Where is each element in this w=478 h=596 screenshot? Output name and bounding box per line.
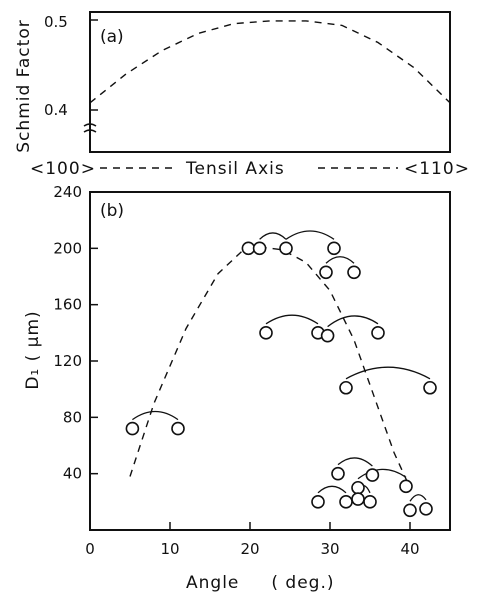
panel-b-xtick-20: 20 — [240, 540, 259, 558]
panel-b-ylabel: D₁ ( μm) — [23, 310, 43, 389]
data-point-21 — [363, 495, 377, 509]
pair-connector-9 — [317, 485, 347, 494]
data-point-16 — [351, 480, 365, 495]
pair-connector-11 — [409, 494, 427, 502]
data-point-11 — [371, 326, 385, 340]
tensil-axis-end-label: <110> — [404, 159, 470, 179]
panel-b-ticks: 0 10 20 30 40 40 80 120 160 200 240 — [53, 183, 419, 558]
schmid-factor-curve — [89, 20, 451, 104]
tensil-axis-start-label: <100> — [30, 159, 96, 179]
panel-b-ytick-40: 40 — [63, 465, 82, 483]
data-point-7 — [347, 265, 361, 280]
data-point-15 — [365, 468, 380, 482]
data-point-22 — [403, 503, 417, 518]
data-point-23 — [419, 502, 433, 516]
data-point-4 — [279, 241, 293, 256]
panel-b-ytick-80: 80 — [63, 408, 82, 426]
panel-b-ytick-240: 240 — [53, 183, 82, 201]
data-point-1 — [171, 421, 185, 436]
data-point-18 — [311, 495, 325, 509]
data-point-14 — [331, 466, 345, 481]
panel-a-frame — [89, 11, 451, 153]
panel-b-xtick-30: 30 — [320, 540, 339, 558]
data-point-8 — [259, 326, 273, 340]
data-point-17 — [399, 479, 413, 494]
panel-a-ytick-0.4: 0.4 — [44, 101, 68, 119]
data-point-13 — [423, 380, 437, 395]
data-point-3 — [252, 241, 267, 256]
panel-a-label: (a) — [100, 27, 124, 47]
pair-connector-1 — [259, 232, 287, 240]
panel-b-frame — [89, 191, 451, 531]
panel-b-trend — [129, 246, 411, 489]
panel-b-xtick-40: 40 — [400, 540, 419, 558]
panel-b-ytick-200: 200 — [53, 239, 82, 257]
panel-b-pair-connectors — [132, 230, 431, 502]
data-point-12 — [339, 380, 353, 395]
pair-connector-6 — [345, 366, 431, 380]
data-point-10 — [320, 328, 335, 343]
data-point-0 — [125, 421, 140, 436]
pair-connector-2 — [285, 230, 335, 240]
panel-b-ytick-160: 160 — [53, 296, 82, 314]
panel-a-ylabel: Schmid Factor — [14, 19, 34, 152]
data-point-19 — [339, 495, 353, 509]
pair-connector-5 — [327, 315, 379, 328]
panel-b-xlabel: Angle ( deg.) — [186, 573, 335, 593]
pair-connector-0 — [132, 410, 179, 421]
pair-connector-8 — [357, 468, 407, 480]
trend-curve — [129, 246, 411, 489]
tensil-axis-label: Tensil Axis — [185, 159, 285, 179]
panel-b-points — [125, 241, 437, 518]
axis-break-icon — [83, 123, 97, 133]
panel-a: (a) 0.5 0.4 Schmid Factor <100> Tensil A… — [14, 11, 470, 179]
pair-connector-3 — [325, 256, 355, 264]
data-point-6 — [319, 265, 333, 280]
pair-connector-4 — [265, 314, 319, 325]
panel-a-ytick-0.5: 0.5 — [44, 13, 68, 31]
data-point-20 — [351, 492, 365, 506]
panel-b-ytick-120: 120 — [53, 352, 82, 370]
panel-b: (b) 0 10 20 30 40 40 80 120 160 200 240 D₁ ( μm) A… — [23, 183, 451, 593]
data-point-2 — [241, 241, 256, 256]
panel-b-label: (b) — [100, 201, 124, 221]
panel-b-xtick-10: 10 — [160, 540, 179, 558]
panel-b-xtick-0: 0 — [85, 540, 95, 558]
data-point-5 — [327, 241, 341, 256]
pair-connector-7 — [337, 457, 373, 467]
